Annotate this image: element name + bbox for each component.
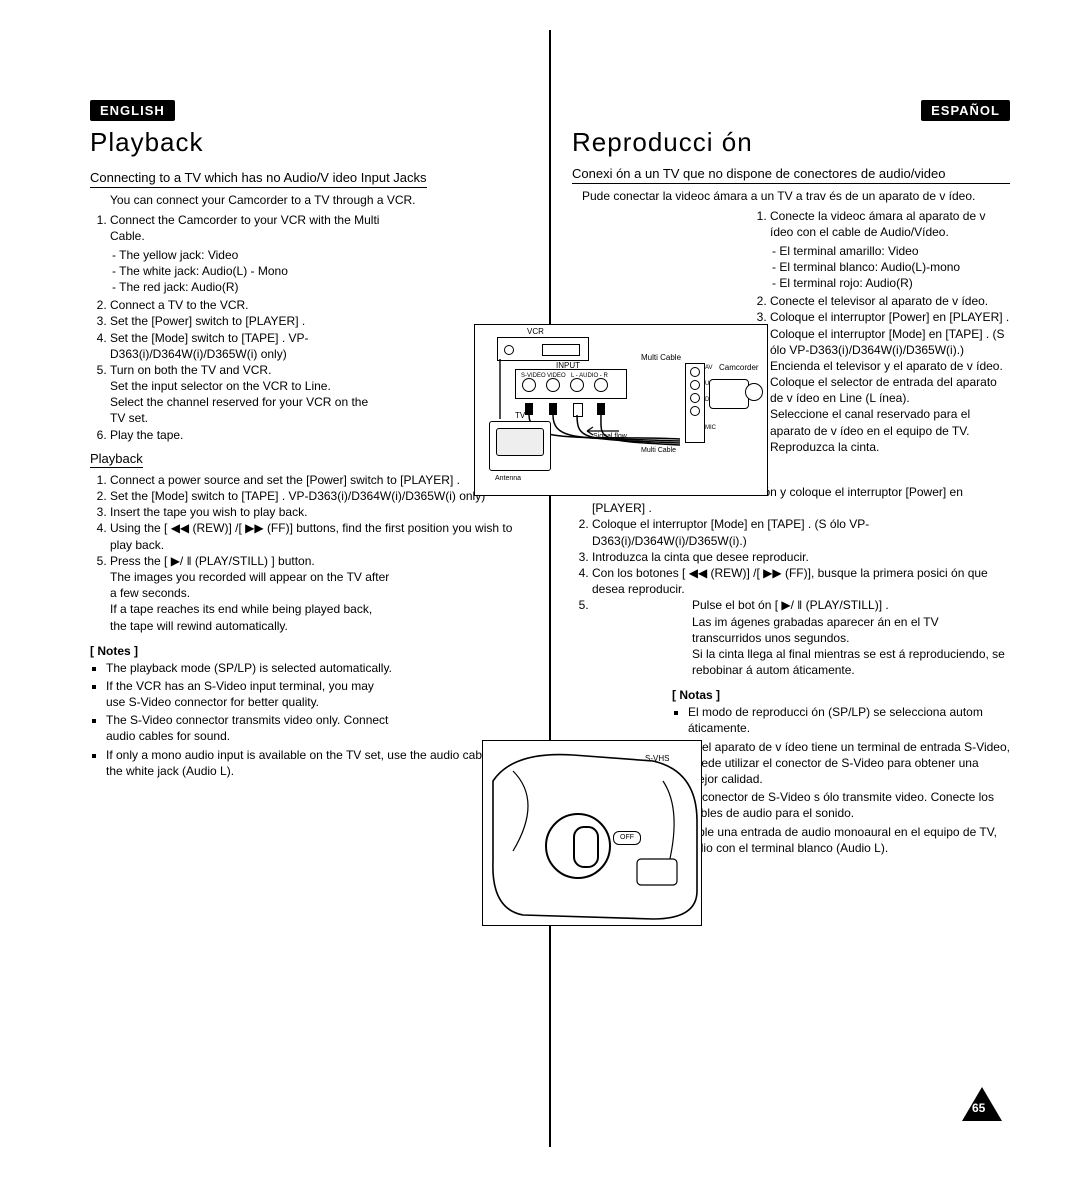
list-item: Introduzca la cinta que desee reproducir… xyxy=(592,549,1010,565)
steps2-en: Connect a power source and set the [Powe… xyxy=(90,472,528,634)
list-item: If only a mono audio input is available … xyxy=(106,747,528,779)
list-item: The yellow jack: Video xyxy=(124,247,380,263)
list-item: Con los botones [ ◀◀ (REW)] /[ ▶▶ (FF)],… xyxy=(592,565,1010,597)
list-item: Turn on both the TV and VCR. Set the inp… xyxy=(110,362,380,427)
list-item: Pulse el bot ón [ ▶/ ‖ (PLAY/STILL)] . L… xyxy=(592,597,1010,678)
list-item: Set the [Mode] switch to [TAPE] . VP-D36… xyxy=(110,488,528,504)
list-item: The white jack: Audio(L) - Mono xyxy=(124,263,380,279)
connection-diagram: VCR INPUT S-VIDEO VIDEO L - AUDIO - R xyxy=(474,324,768,496)
multi-cable-label: Multi Cable xyxy=(641,353,681,362)
list-item: If the VCR has an S-Video input terminal… xyxy=(106,678,396,710)
list-item: Connect a power source and set the [Powe… xyxy=(110,472,528,488)
list-item: El terminal rojo: Audio(R) xyxy=(784,275,1010,291)
section1-intro-en: You can connect your Camcorder to a TV t… xyxy=(110,192,528,208)
list-item: El conector de S-Video s ólo transmite v… xyxy=(688,789,1010,821)
list-item: Conecte la videoc ámara al aparato de v … xyxy=(770,208,1010,291)
list-item: Coloque el interruptor [Mode] en [TAPE] … xyxy=(592,516,1010,548)
list-item: Press the [ ▶/ ‖ (PLAY/STILL) ] button. … xyxy=(110,553,528,634)
vcr-label: VCR xyxy=(527,327,544,336)
list-item: Reproduzca la cinta. xyxy=(770,439,1010,455)
list-item: Si el aparato de v ídeo tiene un termina… xyxy=(688,739,1010,788)
list-item: El terminal amarillo: Video xyxy=(784,243,1010,259)
svg-text:S-VHS: S-VHS xyxy=(645,754,669,763)
spanish-column: ESPAÑOL Reproducci ón Conexi ón a un TV … xyxy=(550,100,1010,1117)
section2-title-en: Playback xyxy=(90,451,143,468)
steps1-en: Connect the Camcorder to your VCR with t… xyxy=(90,212,380,443)
title-en: Playback xyxy=(90,127,528,158)
notes-en: The playback mode (SP/LP) is selected au… xyxy=(90,660,528,779)
list-item: Insert the tape you wish to play back. xyxy=(110,504,528,520)
english-column: ENGLISH Playback Connecting to a TV whic… xyxy=(90,100,550,1117)
list-item: Coloque el interruptor [Power] en [PLAYE… xyxy=(770,309,1010,325)
signal-label: Signal flow xyxy=(593,433,627,440)
list-item: El modo de reproducci ón (SP/LP) se sele… xyxy=(688,704,1010,736)
camcorder-switch-diagram: S-VHS OFF xyxy=(482,740,702,926)
notes-es: El modo de reproducci ón (SP/LP) se sele… xyxy=(672,704,1010,821)
steps2-es: Conecte la fuente de alimentaci ón y col… xyxy=(572,484,1010,678)
off-label: OFF xyxy=(613,831,641,845)
list-item: Set the [Power] switch to [PLAYER] . xyxy=(110,313,380,329)
list-item: Play the tape. xyxy=(110,427,380,443)
tv-label: TV xyxy=(515,411,525,420)
section1-intro-es: Pude conectar la videoc ámara a un TV a … xyxy=(582,188,1010,204)
list-item: El terminal blanco: Audio(L)-mono xyxy=(784,259,1010,275)
language-badge-es: ESPAÑOL xyxy=(921,100,1010,121)
page-number: 65 xyxy=(972,1101,985,1115)
list-item: Encienda el televisor y el aparato de v … xyxy=(770,358,1010,439)
power-switch-icon xyxy=(545,813,611,879)
list-item: Connect the Camcorder to your VCR with t… xyxy=(110,212,380,295)
notes-label-en: [ Notes ] xyxy=(90,644,528,658)
section1-title-en: Connecting to a TV which has no Audio/V … xyxy=(90,170,427,188)
notes-label-es: [ Notas ] xyxy=(672,688,1010,702)
list-item: Conecte el televisor al aparato de v íde… xyxy=(770,293,1010,309)
title-es: Reproducci ón xyxy=(572,127,1010,158)
language-badge-en: ENGLISH xyxy=(90,100,175,121)
list-item: The red jack: Audio(R) xyxy=(124,279,380,295)
list-item: The playback mode (SP/LP) is selected au… xyxy=(106,660,396,676)
steps1-es: Conecte la videoc ámara al aparato de v … xyxy=(750,208,1010,455)
list-item: Set the [Mode] switch to [TAPE] . VP-D36… xyxy=(110,330,380,362)
list-item: Using the [ ◀◀ (REW)] /[ ▶▶ (FF)] button… xyxy=(110,520,528,552)
list-item: The S-Video connector transmits video on… xyxy=(106,712,396,744)
antenna-label: Antenna xyxy=(495,475,521,482)
list-item: Coloque el interruptor [Mode] en [TAPE] … xyxy=(770,326,1010,358)
camcorder-label: Camcorder xyxy=(719,363,759,372)
section1-title-es: Conexi ón a un TV que no dispone de cone… xyxy=(572,166,1010,184)
list-item: Connect a TV to the VCR. xyxy=(110,297,380,313)
